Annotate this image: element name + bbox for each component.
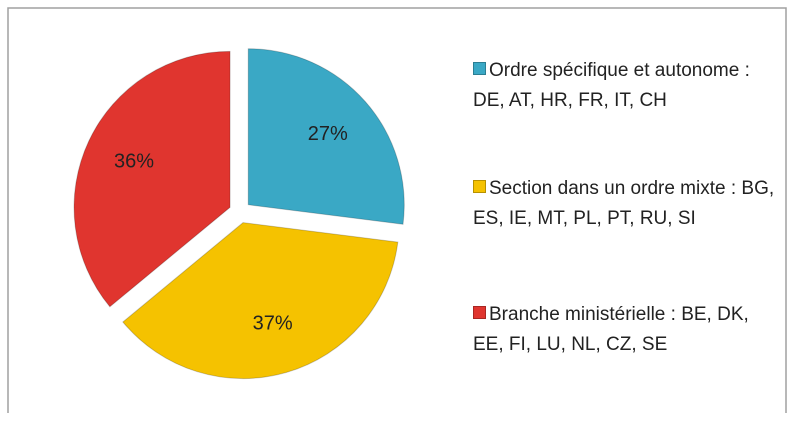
legend-label: Ordre spécifique et autonome : DE, AT, H…	[473, 60, 750, 111]
slice-label: 37%	[253, 313, 293, 335]
legend-swatch	[473, 306, 486, 319]
legend-item: Branche ministérielle : BE, DK, EE, FI, …	[473, 300, 778, 360]
pie-slice	[247, 48, 405, 225]
pie-slice	[73, 50, 231, 308]
legend-item: Ordre spécifique et autonome : DE, AT, H…	[473, 56, 778, 116]
legend-swatch	[473, 62, 486, 75]
legend-label: Branche ministérielle : BE, DK, EE, FI, …	[473, 304, 749, 355]
legend-swatch	[473, 180, 486, 193]
slice-label: 36%	[114, 150, 154, 172]
legend-item: Section dans un ordre mixte : BG, ES, IE…	[473, 174, 778, 234]
slice-label: 27%	[308, 123, 348, 145]
legend-label: Section dans un ordre mixte : BG, ES, IE…	[473, 178, 775, 229]
frame	[7, 7, 787, 413]
pie-slice	[122, 222, 399, 380]
